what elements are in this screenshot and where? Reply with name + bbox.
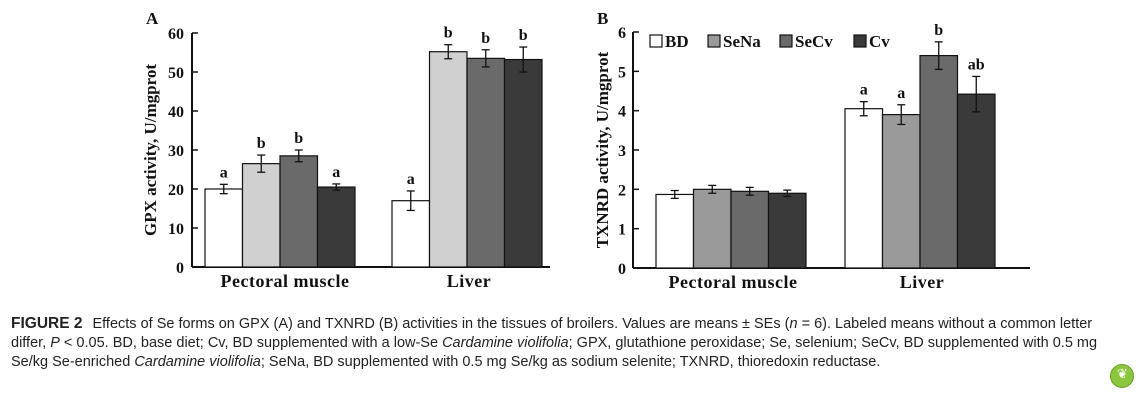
category-label: Pectoral muscle xyxy=(221,271,350,291)
y-tick-label: 2 xyxy=(618,182,626,199)
bar-sena xyxy=(241,163,281,268)
y-tick-label: 5 xyxy=(618,64,626,81)
caption-text-4: ; GPX, glutathione peroxidase; Se, selen… xyxy=(11,335,1098,370)
category-label: Pectoral muscle xyxy=(669,272,798,292)
caption-text-5: ; SeNa, BD supplemented with 0.5 mg Se/k… xyxy=(260,354,881,370)
bar-cv xyxy=(956,93,996,269)
legend-label-secv: SeCv xyxy=(795,32,833,51)
bar-cv xyxy=(767,192,807,269)
y-tick-label: 4 xyxy=(618,104,626,121)
caption-p: P xyxy=(50,335,60,351)
significance-letter: b xyxy=(444,25,453,42)
figure-caption: FIGURE 2 Effects of Se forms on GPX (A) a… xyxy=(11,314,1129,372)
y-tick-label: 30 xyxy=(168,143,184,160)
significance-letter: a xyxy=(332,164,340,181)
category-label: Liver xyxy=(447,271,492,291)
significance-letter: a xyxy=(407,171,415,188)
legend-swatch-sena xyxy=(707,34,721,48)
significance-letter: b xyxy=(257,135,266,152)
significance-letter: b xyxy=(934,22,943,39)
y-axis-label: TXNRD activity, U/mgprot xyxy=(593,51,612,248)
significance-letter: a xyxy=(220,164,228,181)
caption-text-3: < 0.05. BD, base diet; Cv, BD supplement… xyxy=(59,335,443,351)
significance-letter: b xyxy=(519,27,528,44)
y-tick-label: 1 xyxy=(618,222,626,239)
y-tick-label: 10 xyxy=(168,221,184,238)
bar-sena xyxy=(881,113,921,269)
caption-n: n xyxy=(789,316,798,332)
legend-swatch-cv xyxy=(853,34,867,48)
bar-secv xyxy=(730,190,770,269)
y-tick-label: 50 xyxy=(168,65,184,82)
bar-sena xyxy=(428,51,468,268)
legend-swatch-secv xyxy=(779,34,793,48)
legend-label-bd: BD xyxy=(665,32,689,51)
significance-letter: ab xyxy=(968,56,985,73)
caption-text-1: Effects of Se forms on GPX (A) and TXNRD… xyxy=(92,316,790,332)
y-tick-label: 3 xyxy=(618,143,626,160)
caption-species-2: Cardamine violifolia xyxy=(134,354,261,370)
bar-secv xyxy=(919,54,959,269)
y-tick-label: 20 xyxy=(168,182,184,199)
legend: BD SeNa SeCv Cv xyxy=(649,32,890,51)
bar-bd xyxy=(844,108,884,269)
y-tick-label: 6 xyxy=(618,25,626,42)
y-tick-label: 60 xyxy=(168,26,184,43)
y-axis-label: GPX activity, U/mgprot xyxy=(141,64,160,236)
y-tick-label: 40 xyxy=(168,104,184,121)
bar-secv xyxy=(466,57,506,268)
panel-label: B xyxy=(597,9,608,28)
caption-text-2: = 6). Labeled means without a common let… xyxy=(11,316,1093,351)
bar-bd xyxy=(204,188,244,268)
bar-cv xyxy=(503,58,543,268)
significance-letter: a xyxy=(860,82,868,99)
caption-species-1: Cardamine violifolia xyxy=(442,335,569,351)
legend-swatch-bd xyxy=(649,34,663,48)
bar-cv xyxy=(316,186,356,268)
significance-letter: b xyxy=(481,30,490,47)
significance-letter: a xyxy=(897,85,905,102)
legend-label-sena: SeNa xyxy=(723,32,761,51)
figure-label: FIGURE 2 xyxy=(11,315,83,332)
significance-letter: b xyxy=(294,130,303,147)
legend-label-cv: Cv xyxy=(869,32,890,51)
bar-secv xyxy=(279,155,319,268)
chart-panel-a: A 0 10 20 30 40 50 60 GPX activity, U/mgprot a b b a… xyxy=(141,9,550,291)
y-tick-label: 0 xyxy=(176,260,184,277)
journal-logo-icon: ❦ xyxy=(1110,364,1134,388)
bar-sena xyxy=(692,188,732,269)
bar-bd xyxy=(655,193,695,269)
y-tick-label: 0 xyxy=(618,261,626,278)
chart-panel-b: B 0 1 2 3 4 5 6 TXNRD activity, U/mgprot Pectoral… xyxy=(593,9,1030,292)
panel-label: A xyxy=(146,9,159,28)
category-label: Liver xyxy=(900,272,945,292)
